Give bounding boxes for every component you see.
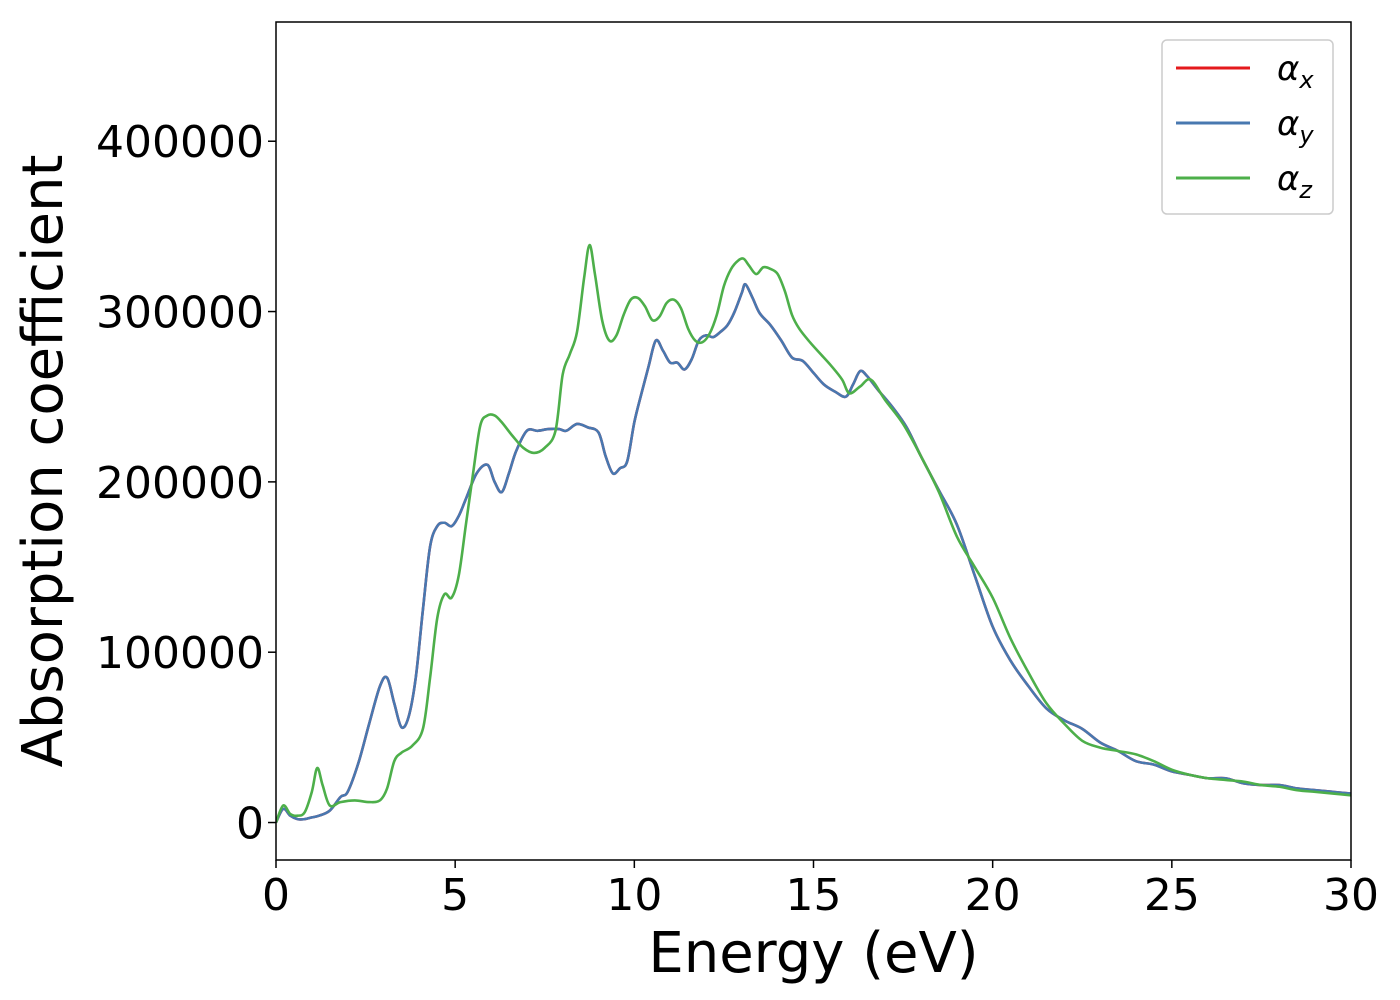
series-line-z	[276, 243, 1351, 824]
legend-box	[1161, 39, 1334, 215]
x-tick-label: 20	[965, 870, 1021, 921]
y-tick-label: 200000	[96, 458, 264, 509]
x-tick-label: 5	[441, 870, 469, 921]
legend-label-z: αz	[1277, 159, 1313, 204]
x-tick-label: 25	[1144, 870, 1200, 921]
series-lines	[276, 243, 1351, 824]
y-tick-label: 0	[236, 799, 264, 850]
legend: αx αy αz	[1161, 39, 1334, 215]
x-axis-label: Energy (eV)	[648, 921, 978, 986]
legend-label-y: αy	[1277, 104, 1314, 149]
y-tick-label: 100000	[96, 628, 264, 679]
x-tick-label: 15	[786, 870, 842, 921]
x-tick-label: 30	[1323, 870, 1379, 921]
y-tick-label: 300000	[96, 288, 264, 339]
x-tick-label: 10	[606, 870, 662, 921]
y-axis-label: Absorption coefficient	[11, 155, 76, 768]
y-axis-ticks: 0 100000 200000 300000 400000	[96, 117, 276, 850]
x-axis-ticks: 0 5 10 15 20 25 30	[262, 860, 1379, 921]
legend-label-x: αx	[1277, 49, 1314, 94]
y-tick-label: 400000	[96, 117, 264, 168]
series-line-y	[276, 282, 1351, 824]
x-tick-label: 0	[262, 870, 290, 921]
